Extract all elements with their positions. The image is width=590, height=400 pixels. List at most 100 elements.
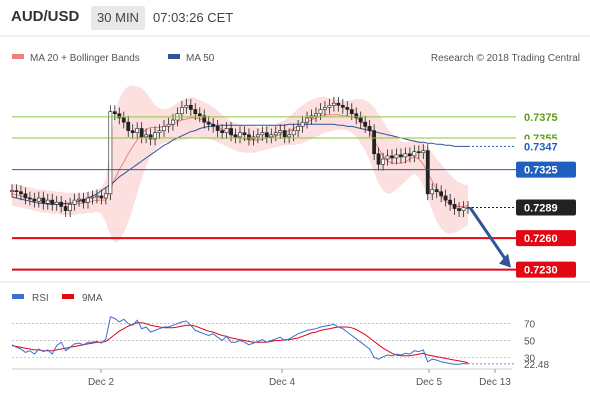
candle: [27, 191, 32, 206]
candle: [412, 145, 417, 163]
candle: [90, 190, 95, 205]
candle: [139, 122, 144, 144]
candle-body: [349, 109, 354, 115]
candle-body: [153, 132, 157, 140]
candle-body: [273, 132, 278, 136]
timestamp-label: 07:03:26 CET: [153, 10, 234, 25]
candle: [77, 192, 81, 207]
rsi-legend-label: RSI: [32, 293, 49, 304]
candle: [121, 111, 126, 129]
candle: [461, 201, 466, 217]
candle-body: [41, 197, 46, 204]
candle: [336, 96, 341, 112]
x-tick-label: Dec 5: [416, 377, 443, 388]
candle: [367, 120, 372, 137]
candle-body: [461, 207, 466, 211]
x-tick-label: Dec 4: [269, 377, 296, 388]
timeframe-badge[interactable]: 30 MIN: [91, 6, 145, 30]
candle: [112, 105, 117, 121]
candle-body: [345, 107, 350, 110]
candle-body: [139, 128, 144, 138]
symbol-label: AUD/USD: [11, 8, 80, 25]
level-label: 0.7260: [524, 233, 558, 245]
candle: [287, 128, 292, 144]
candle: [215, 120, 220, 137]
candle: [148, 128, 153, 146]
candle-body: [211, 123, 216, 127]
candle-body: [81, 198, 86, 203]
candle-body: [32, 198, 37, 202]
candle-body: [103, 193, 108, 199]
candle: [452, 198, 457, 215]
candle-body: [121, 117, 126, 123]
candle-body: [439, 191, 444, 197]
candle: [407, 147, 412, 163]
candle: [72, 193, 77, 211]
candle: [32, 192, 37, 208]
candle-body: [390, 155, 394, 159]
candle-body: [448, 199, 453, 205]
level-label: 0.7375: [524, 112, 558, 124]
candle-body: [72, 199, 77, 205]
candle-body: [331, 102, 336, 106]
candle: [130, 124, 135, 140]
candle: [394, 148, 399, 165]
candle: [439, 185, 444, 203]
candle: [54, 195, 59, 211]
candle-body: [314, 113, 318, 117]
candle-body: [117, 113, 122, 119]
candle: [126, 115, 131, 137]
candle: [197, 107, 202, 123]
candle-body: [358, 117, 363, 123]
candle-body: [99, 195, 104, 199]
candle-body: [50, 199, 55, 205]
candle: [331, 96, 336, 112]
candle-body: [399, 154, 403, 158]
candle: [345, 101, 350, 116]
level-label-box: [516, 230, 576, 247]
candle-body: [238, 132, 242, 138]
candle: [430, 183, 435, 201]
candle-body: [443, 195, 448, 201]
candle: [153, 126, 157, 146]
candle-body: [336, 102, 341, 106]
candle-body: [233, 134, 238, 138]
candle: [211, 117, 216, 133]
candle-body: [430, 189, 435, 195]
candle: [50, 193, 55, 211]
credit-label: Research © 2018 Trading Central: [431, 53, 580, 64]
level-label: 0.7325: [524, 165, 558, 177]
candle-body: [23, 193, 28, 199]
level-support: 0.7260: [12, 230, 576, 247]
rsi-ma-line: [11, 322, 469, 364]
key-levels: 0.73750.73550.73470.73250.72890.72600.72…: [12, 109, 576, 278]
candle-body: [197, 113, 202, 117]
rsi-legend: RSI 9MA: [12, 293, 103, 304]
candle: [45, 193, 50, 210]
candle: [41, 191, 46, 210]
candle: [376, 147, 381, 171]
level-pivot: 0.7325: [12, 161, 576, 178]
candle-body: [162, 126, 166, 131]
candle: [385, 149, 390, 166]
candle-body: [327, 104, 332, 108]
candle: [381, 152, 385, 171]
x-axis: Dec 2 Dec 4 Dec 5 Dec 13: [88, 369, 511, 388]
candle-body: [376, 153, 381, 165]
candle: [457, 202, 461, 217]
candle-body: [403, 153, 408, 158]
candle-body: [260, 132, 265, 136]
candle: [206, 115, 211, 131]
candle: [157, 124, 162, 140]
candle-body: [300, 121, 305, 127]
level-resistance: 0.7375: [12, 109, 576, 124]
projection-arrow-shaft: [468, 206, 509, 263]
candle: [269, 128, 274, 144]
rsi-ma-legend-swatch: [62, 294, 74, 299]
candle: [399, 148, 403, 164]
candle: [63, 200, 68, 217]
candle-body: [367, 126, 372, 131]
x-tick-label: Dec 13: [479, 377, 511, 388]
candle-body: [323, 107, 327, 110]
x-tick-label: Dec 2: [88, 377, 115, 388]
